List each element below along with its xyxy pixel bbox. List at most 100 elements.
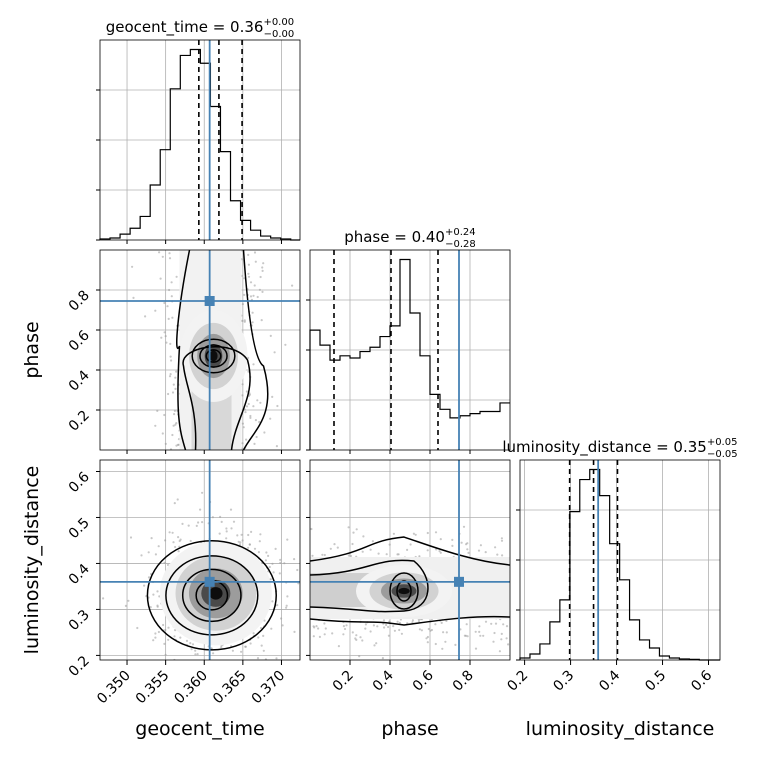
scatter-point	[479, 544, 482, 547]
scatter-point	[337, 645, 340, 648]
scatter-point	[136, 626, 139, 630]
scatter-point	[482, 634, 485, 637]
scatter-point	[500, 638, 503, 641]
scatter-point	[160, 336, 163, 339]
scatter-point	[262, 649, 265, 652]
scatter-point	[372, 624, 375, 627]
scatter-point	[273, 351, 276, 354]
scatter-point	[505, 637, 508, 640]
scatter-point	[467, 551, 470, 555]
scatter-point	[256, 657, 260, 660]
scatter-point	[279, 558, 282, 562]
x-tick-label: 0.355	[133, 668, 173, 708]
scatter-point	[167, 392, 170, 396]
scatter-point	[494, 546, 497, 549]
scatter-point	[355, 528, 358, 531]
scatter-point	[161, 255, 164, 258]
scatter-point	[382, 619, 386, 622]
scatter-point	[324, 627, 327, 630]
scatter-point	[466, 548, 469, 551]
scatter-point	[280, 617, 283, 620]
scatter-point	[351, 542, 354, 546]
x-tick-label: 0.6	[688, 667, 715, 694]
truth-marker	[204, 296, 215, 306]
scatter-point	[239, 541, 242, 544]
scatter-point	[163, 301, 166, 305]
scatter-point	[492, 640, 495, 643]
scatter-point	[502, 623, 505, 626]
x-tick-label: 0.5	[642, 668, 669, 695]
scatter-point	[383, 626, 386, 629]
scatter-point	[276, 404, 279, 408]
x-axis-label-geocent-time: geocent_time	[135, 718, 264, 740]
scatter-point	[355, 634, 358, 637]
axes-frame	[99, 249, 301, 451]
scatter-point	[247, 533, 250, 537]
scatter-point	[245, 390, 248, 393]
scatter-point	[250, 530, 253, 534]
y-tick-label: 0.6	[66, 469, 93, 496]
scatter-point	[191, 643, 195, 646]
title-geocent-time: geocent_time = 0.36+0.00 −0.00	[106, 17, 295, 40]
scatter-point	[181, 522, 184, 526]
contour-line	[181, 568, 242, 623]
scatter-point	[361, 550, 364, 553]
scatter-point	[444, 640, 447, 643]
scatter-point	[369, 548, 372, 551]
scatter-point	[124, 604, 127, 608]
scatter-point	[396, 553, 399, 556]
scatter-point	[127, 599, 130, 602]
scatter-point	[434, 642, 437, 646]
scatter-point	[152, 639, 155, 642]
x-tick-label: 0.365	[210, 668, 250, 708]
scatter-point	[351, 631, 354, 634]
scatter-point	[241, 383, 244, 386]
scatter-point	[507, 643, 510, 646]
x-axis-label-phase: phase	[381, 718, 438, 740]
x-axis-label-luminosity-distance: luminosity_distance	[526, 718, 715, 740]
scatter-point	[231, 649, 234, 652]
axes-frame	[99, 459, 301, 661]
scatter-point	[484, 620, 488, 623]
scatter-point	[388, 620, 391, 623]
scatter-point	[439, 538, 442, 541]
scatter-point	[247, 356, 250, 359]
scatter-point	[253, 284, 256, 287]
scatter-point	[388, 543, 391, 546]
joint-content	[100, 460, 300, 664]
x-tick-label: 0.3	[550, 668, 577, 695]
scatter-point	[240, 533, 243, 536]
density-level-4	[398, 587, 410, 595]
truth-marker	[204, 576, 215, 587]
joint-content	[310, 460, 510, 663]
scatter-point	[375, 642, 378, 645]
scatter-point	[244, 411, 247, 414]
scatter-point	[400, 632, 403, 635]
scatter-point	[252, 363, 255, 366]
scatter-point	[163, 331, 166, 334]
scatter-point	[364, 623, 367, 626]
scatter-point	[241, 539, 244, 542]
scatter-point	[262, 634, 265, 638]
scatter-point	[271, 600, 274, 603]
scatter-point	[362, 535, 365, 538]
scatter-point	[173, 409, 176, 412]
scatter-point	[253, 547, 257, 550]
scatter-point	[454, 661, 456, 663]
scatter-point	[241, 303, 244, 306]
scatter-point	[154, 553, 157, 556]
hist-step-phase	[309, 258, 510, 450]
scatter-point	[247, 275, 251, 278]
scatter-point	[212, 652, 215, 655]
x-tick-label: 0.2	[330, 668, 357, 695]
scatter-point	[220, 646, 223, 649]
scatter-point	[500, 632, 503, 636]
scatter-point	[276, 604, 279, 607]
scatter-point	[168, 257, 172, 260]
scatter-point	[355, 638, 358, 642]
title-plus: +0.24	[445, 227, 476, 238]
scatter-point	[194, 662, 196, 664]
scatter-point	[169, 342, 172, 345]
scatter-point	[147, 576, 151, 579]
scatter-point	[478, 625, 481, 628]
